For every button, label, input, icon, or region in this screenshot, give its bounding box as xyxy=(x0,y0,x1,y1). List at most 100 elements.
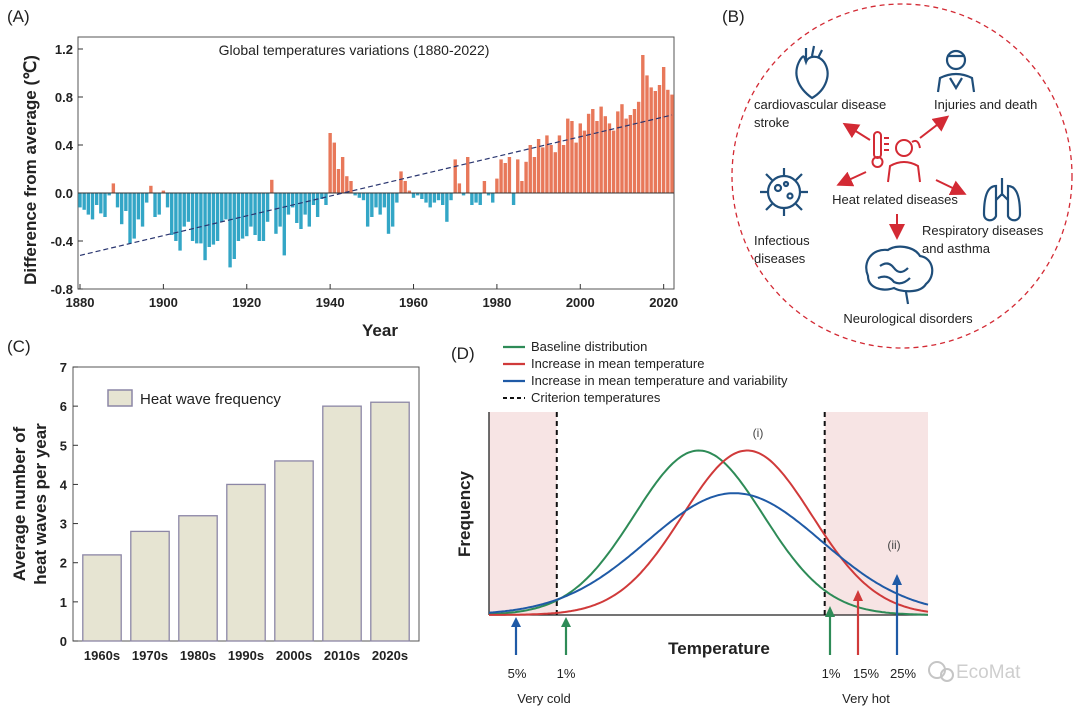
legend-baseline: Baseline distribution xyxy=(531,339,647,354)
hw-x-tick-label: 2020s xyxy=(372,648,408,663)
temp-bar xyxy=(390,193,395,227)
diagram-arrows xyxy=(836,115,967,240)
temp-bar xyxy=(361,193,366,201)
hw-x-ticks: 1960s 1970s 1980s 1990s 2000s 2010s 2020s xyxy=(84,648,408,663)
temp-bar xyxy=(620,104,624,193)
arrowhead-cold-1 xyxy=(561,617,571,627)
temp-bar xyxy=(340,157,345,193)
temp-bar xyxy=(345,176,349,193)
temp-bar xyxy=(349,181,353,193)
temp-bar xyxy=(178,193,182,251)
curve-mean-shift xyxy=(489,449,929,616)
temp-bar xyxy=(320,193,324,199)
cardio-label-1: cardiovascular disease xyxy=(754,97,886,112)
dist-y-label: Frequency xyxy=(455,470,474,557)
temp-y-label: Difference from average (℃) xyxy=(21,55,40,285)
temp-bar xyxy=(357,193,362,198)
temp-bar xyxy=(578,123,582,193)
temp-bar xyxy=(240,193,245,239)
temp-bar xyxy=(132,193,136,239)
hw-bars xyxy=(82,401,410,642)
temp-bar xyxy=(157,193,161,215)
hw-x-tick-label: 1960s xyxy=(84,648,120,663)
temp-bar xyxy=(211,193,216,245)
temp-bar xyxy=(332,142,337,193)
virus-icon xyxy=(760,168,808,216)
temp-bar xyxy=(386,193,391,234)
temp-bar xyxy=(365,193,370,227)
temp-bar xyxy=(224,193,228,220)
temp-bar xyxy=(336,169,341,193)
hw-bar xyxy=(82,554,122,642)
temp-x-label: Year xyxy=(362,321,398,340)
hw-x-tick-label: 1990s xyxy=(228,648,264,663)
temp-bar xyxy=(307,193,311,227)
temp-bar xyxy=(557,135,562,193)
hw-bar xyxy=(130,530,170,642)
temp-bar xyxy=(478,193,482,205)
temp-bar xyxy=(182,193,186,227)
panel-d-letter: (D) xyxy=(451,344,475,363)
temp-bar xyxy=(203,193,207,261)
x-tick-label: 2000 xyxy=(566,295,595,310)
temp-bar xyxy=(249,193,253,227)
temp-bar xyxy=(566,118,570,193)
temp-bar xyxy=(136,193,141,220)
hw-y-tick-label: 7 xyxy=(60,360,67,375)
temp-bar xyxy=(353,193,357,196)
pct-cold-1: 1% xyxy=(557,666,576,681)
temp-bar xyxy=(603,116,607,193)
temp-bar xyxy=(411,193,416,198)
temp-bar xyxy=(457,183,462,193)
temp-bar xyxy=(599,106,603,193)
watermark: EcoMat xyxy=(928,661,1021,683)
temp-bar xyxy=(424,193,428,203)
hw-bar xyxy=(322,405,362,642)
y-tick-label: -0.4 xyxy=(51,234,74,249)
temp-bar xyxy=(399,171,403,193)
x-tick-label: 1920 xyxy=(232,295,261,310)
temp-bar xyxy=(495,178,499,193)
very-cold-zone xyxy=(489,412,557,615)
hw-y-tick-label: 1 xyxy=(60,595,67,610)
arrowhead-hot-15 xyxy=(853,590,863,601)
hw-bar xyxy=(226,483,266,642)
temp-bar xyxy=(641,55,645,193)
hw-y-tick-label: 0 xyxy=(60,634,67,649)
injury-label: Injuries and death xyxy=(934,97,1037,112)
temp-bar xyxy=(119,193,124,225)
temp-bar xyxy=(124,193,128,211)
temp-bar xyxy=(190,193,195,241)
temp-bar xyxy=(128,193,132,244)
y-tick-label: -0.8 xyxy=(51,282,73,297)
hw-bar xyxy=(274,460,314,642)
temp-bar xyxy=(324,193,328,205)
temp-bar xyxy=(624,118,628,193)
temp-bar xyxy=(299,193,303,229)
panel-a: (A) -0.8 -0.4 0.0 0.4 0.8 1.2 1880 1900 1920 194… xyxy=(7,7,678,340)
temp-bar xyxy=(628,115,633,193)
temp-bar xyxy=(82,193,86,210)
arrowhead-hot-25 xyxy=(892,574,902,585)
temp-bar xyxy=(520,181,524,193)
temp-bar xyxy=(195,193,199,244)
hw-y-tick-label: 2 xyxy=(60,556,67,571)
temp-bar xyxy=(282,193,286,256)
temp-bar xyxy=(261,193,266,241)
temp-bar xyxy=(482,181,487,193)
temp-bar xyxy=(470,193,474,205)
temp-bar xyxy=(107,193,111,196)
temp-bar xyxy=(170,193,174,235)
temp-bar xyxy=(582,130,587,193)
hw-y-tick-label: 6 xyxy=(60,399,67,414)
x-tick-label: 1980 xyxy=(482,295,511,310)
panel-d: (D) Baseline distribution Increase in me… xyxy=(451,339,1021,706)
temp-bar xyxy=(111,183,116,193)
temp-bar xyxy=(453,159,457,193)
temp-bar xyxy=(499,159,503,193)
temp-bar xyxy=(545,135,549,193)
temp-bar xyxy=(428,193,432,208)
resp-label-2: and asthma xyxy=(922,241,991,256)
temp-bar xyxy=(595,121,599,193)
temp-bar xyxy=(257,193,261,241)
